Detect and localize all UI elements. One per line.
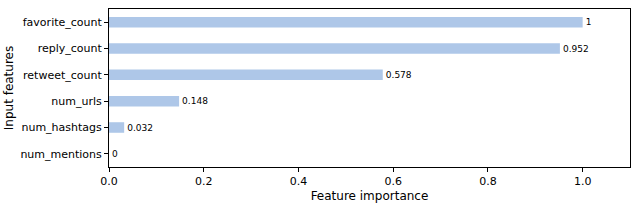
svg-text:1: 1 [586, 17, 592, 27]
svg-text:0.4: 0.4 [290, 175, 308, 188]
svg-text:0.578: 0.578 [386, 70, 412, 80]
svg-text:0.148: 0.148 [182, 96, 208, 106]
svg-text:num_urls: num_urls [51, 95, 102, 108]
svg-text:0.032: 0.032 [127, 123, 153, 133]
svg-text:0.2: 0.2 [195, 175, 213, 188]
svg-text:favorite_count: favorite_count [23, 16, 103, 29]
svg-text:Input features: Input features [2, 46, 16, 130]
svg-text:0: 0 [112, 149, 118, 159]
svg-text:num_hashtags: num_hashtags [21, 121, 102, 134]
svg-text:reply_count: reply_count [38, 42, 103, 55]
svg-text:retweet_count: retweet_count [23, 69, 102, 82]
svg-text:0.6: 0.6 [384, 175, 402, 188]
svg-text:Feature importance: Feature importance [311, 189, 429, 203]
svg-text:num_mentions: num_mentions [20, 148, 102, 161]
svg-text:0.8: 0.8 [479, 175, 497, 188]
svg-text:0.0: 0.0 [100, 175, 118, 188]
svg-text:1.0: 1.0 [574, 175, 592, 188]
svg-text:0.952: 0.952 [563, 44, 589, 54]
